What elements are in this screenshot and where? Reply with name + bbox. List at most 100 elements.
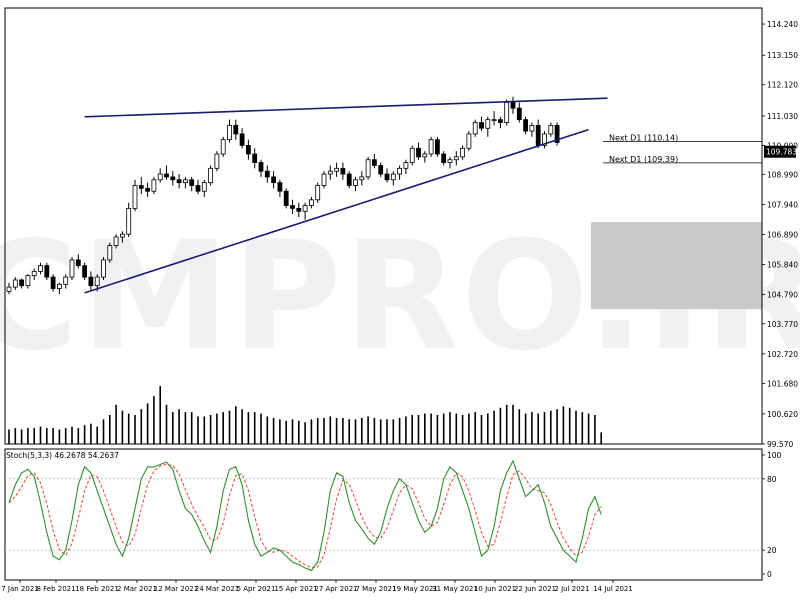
candle bbox=[334, 162, 340, 177]
volume-bar bbox=[209, 415, 212, 444]
next-level-label: Next D1 (109.39) bbox=[609, 155, 678, 164]
candles-layer bbox=[6, 96, 560, 295]
volume-bar bbox=[46, 428, 48, 444]
candle-body bbox=[19, 279, 25, 287]
candle bbox=[529, 122, 535, 137]
stochastic-tick: 20 bbox=[767, 546, 777, 555]
next-level-label: Next D1 (110.14) bbox=[609, 133, 678, 142]
candle-body bbox=[327, 170, 333, 175]
volume-bar bbox=[562, 406, 565, 444]
price-tick-label: 106.890 bbox=[767, 230, 798, 239]
candle-body bbox=[334, 167, 340, 172]
volume-bar bbox=[33, 428, 35, 444]
volume-bar bbox=[342, 417, 344, 444]
candle-body bbox=[214, 153, 220, 169]
candle-body bbox=[283, 190, 289, 206]
candle bbox=[346, 171, 352, 189]
candle bbox=[397, 165, 403, 180]
candle-body bbox=[472, 122, 478, 135]
volume-bar bbox=[121, 410, 124, 444]
time-tick-label: 15 Apr 2021 bbox=[274, 585, 317, 593]
candle-body bbox=[390, 173, 396, 181]
stochastic-pane-frame bbox=[4, 448, 763, 581]
volume-bar bbox=[77, 428, 80, 444]
volume-bar bbox=[153, 396, 155, 444]
candle-body bbox=[340, 167, 346, 175]
candle-body bbox=[485, 119, 491, 129]
candle bbox=[44, 262, 50, 280]
candle-body bbox=[542, 133, 547, 146]
candle-body bbox=[164, 173, 169, 178]
candle-body bbox=[145, 187, 151, 192]
candle-body bbox=[359, 176, 365, 181]
candle-body bbox=[57, 283, 62, 289]
candle-body bbox=[384, 173, 390, 181]
volume-bar bbox=[159, 386, 161, 444]
candle-body bbox=[182, 179, 188, 184]
candle-body bbox=[31, 270, 37, 277]
candle-body bbox=[277, 182, 283, 192]
time-tick-label: 12 Mar 2021 bbox=[154, 585, 198, 593]
volume-bar bbox=[96, 426, 98, 444]
candle bbox=[523, 116, 528, 134]
highlight-zone-layer bbox=[590, 222, 762, 310]
candle bbox=[510, 96, 516, 114]
volume-bar bbox=[298, 420, 300, 444]
candle-body bbox=[107, 245, 113, 261]
price-tick-label: 103.770 bbox=[767, 320, 798, 329]
candle bbox=[384, 168, 390, 183]
candle-body bbox=[101, 259, 106, 278]
candle-body bbox=[208, 167, 214, 184]
candle-body bbox=[365, 159, 371, 178]
candle bbox=[50, 274, 56, 292]
candle-body bbox=[113, 236, 119, 247]
candle bbox=[371, 154, 377, 169]
volume-bar bbox=[140, 409, 143, 444]
volume-bar bbox=[190, 412, 193, 444]
candle bbox=[63, 274, 69, 289]
candle-body bbox=[94, 276, 100, 287]
volume-bar bbox=[386, 419, 388, 444]
volume-bar bbox=[449, 412, 451, 444]
volume-bar bbox=[260, 413, 262, 444]
candle-body bbox=[397, 167, 403, 175]
candle bbox=[75, 254, 81, 269]
candle bbox=[107, 242, 113, 263]
candle-body bbox=[523, 119, 528, 132]
candle-body bbox=[38, 265, 43, 272]
price-tick-label: 101.680 bbox=[767, 380, 798, 389]
candle-body bbox=[264, 170, 270, 178]
volume-bar bbox=[392, 419, 395, 444]
candle-body bbox=[434, 139, 440, 155]
candle bbox=[264, 165, 270, 183]
candle bbox=[378, 162, 384, 177]
volume-bar bbox=[543, 412, 546, 444]
candle bbox=[308, 196, 314, 209]
volume-bar bbox=[587, 413, 590, 444]
candle bbox=[113, 234, 119, 249]
candle bbox=[189, 176, 195, 192]
candle-body bbox=[239, 133, 245, 146]
candle-body bbox=[69, 259, 75, 278]
candle-body bbox=[271, 176, 277, 184]
candle bbox=[170, 171, 176, 186]
volume-bar bbox=[335, 417, 338, 444]
candle-body bbox=[353, 179, 358, 186]
candle-body bbox=[535, 124, 541, 146]
time-tick-label: 2 Mar 2021 bbox=[117, 585, 157, 593]
volume-bar bbox=[39, 426, 42, 444]
price-tick-label: 105.840 bbox=[767, 261, 798, 270]
candle-body bbox=[479, 122, 484, 129]
volume-bar bbox=[499, 407, 502, 444]
candle bbox=[239, 128, 245, 149]
volume-bar bbox=[474, 412, 476, 444]
volume-bar bbox=[52, 428, 54, 444]
volume-bar bbox=[64, 428, 67, 444]
volume-bar bbox=[172, 412, 174, 444]
volume-bar bbox=[505, 404, 508, 444]
volume-bar bbox=[480, 415, 483, 444]
candle-body bbox=[75, 259, 81, 267]
candle-body bbox=[315, 185, 321, 201]
candle bbox=[245, 139, 251, 160]
candle-body bbox=[554, 124, 560, 143]
